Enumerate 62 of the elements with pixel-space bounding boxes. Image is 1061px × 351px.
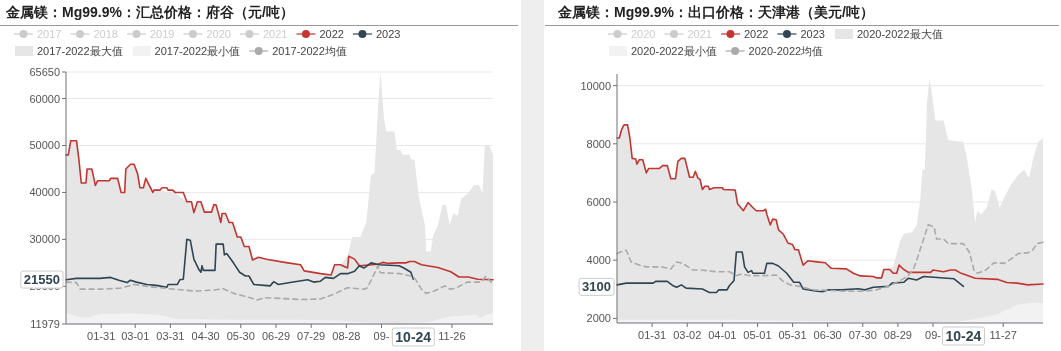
x-tick-label: 08-28	[332, 330, 361, 342]
x-tick-label: 05-30	[226, 330, 255, 342]
x-tick-label: 07-30	[848, 329, 877, 341]
text: 10-24	[395, 329, 432, 345]
line-series	[616, 124, 1044, 286]
y-tick-label: 8000	[586, 137, 611, 150]
x-tick-label: 06-30	[813, 329, 842, 341]
x-tick-label: 05-31	[778, 329, 807, 341]
legend-item: 2020-2022均值	[725, 45, 824, 57]
x-tick-label: 03-31	[156, 330, 185, 342]
x-tick-label: 05-01	[743, 329, 772, 341]
legend-label: 2017-2022最小值	[154, 45, 241, 57]
x-tick-label: 08-29	[883, 329, 912, 341]
legend-label: 2020-2022最小值	[631, 45, 717, 57]
x-tick-label: 01-31	[87, 330, 116, 342]
legend-label: 2020-2022均值	[748, 45, 824, 57]
legend-item: 2022	[295, 28, 344, 40]
y-tick-label: 60000	[29, 92, 60, 105]
y-tick-label: 65650	[29, 66, 60, 78]
line-series	[65, 238, 415, 289]
legend-label: 2020-2022最大值	[856, 28, 943, 40]
y-tick-label: 6000	[586, 195, 611, 208]
x-tick-label: 07-29	[297, 330, 326, 342]
x-tick-label: 11-27	[989, 329, 1017, 341]
y-tick-label: 11979	[30, 318, 60, 330]
annotation: 21550	[23, 272, 60, 288]
annotation: 10-24	[945, 328, 982, 344]
y-tick-label: 30000	[29, 233, 60, 246]
legend-label: 2022	[743, 28, 769, 40]
legend-item: 2020-2022最小值	[609, 45, 717, 57]
legend-label: 2017-2022最大值	[37, 45, 123, 57]
y-tick-label: 10000	[580, 79, 611, 92]
line-series	[616, 223, 1044, 293]
x-tick-label: 09-	[925, 329, 942, 341]
x-tick-label: 11-26	[438, 330, 466, 342]
y-tick-label: 2000	[586, 312, 611, 325]
annotation: 3100	[582, 279, 611, 295]
line-series	[65, 264, 494, 301]
line-series	[65, 139, 494, 281]
chart-title: 金属镁：Mg99.9%：汇总价格：府谷（元/吨）	[5, 4, 294, 20]
x-tick-label: 01-31	[638, 329, 667, 341]
legend-item: 2023	[352, 28, 401, 40]
y-tick-label: 50000	[29, 139, 60, 152]
legend-item: 2017-2022最大值	[15, 45, 123, 57]
legend-item: 2017-2022均值	[248, 45, 347, 57]
legend-item: 2023	[776, 28, 825, 40]
x-tick-label: 04-01	[708, 329, 737, 341]
legend-item: 2017-2022最小值	[132, 45, 241, 57]
y-tick-label: 4000	[586, 254, 611, 267]
x-tick-label: 04-30	[191, 330, 220, 342]
legend-label: 2017-2022均值	[272, 45, 347, 57]
legend-label: 2023	[375, 28, 401, 40]
x-tick-label: 03-02	[673, 329, 702, 341]
x-tick-label: 06-29	[261, 330, 291, 342]
x-tick-label: 03-01	[121, 330, 150, 342]
legend-label: 2022	[319, 28, 344, 40]
y-tick-label: 40000	[29, 186, 60, 199]
chart-title: 金属镁：Mg99.9%：出口价格：天津港（美元/吨）	[557, 4, 874, 20]
x-tick-label: 09-	[373, 330, 390, 342]
legend-item: 2022	[720, 28, 769, 40]
legend-label: 2023	[800, 28, 825, 40]
legend-item: 2020-2022最大值	[834, 28, 943, 40]
